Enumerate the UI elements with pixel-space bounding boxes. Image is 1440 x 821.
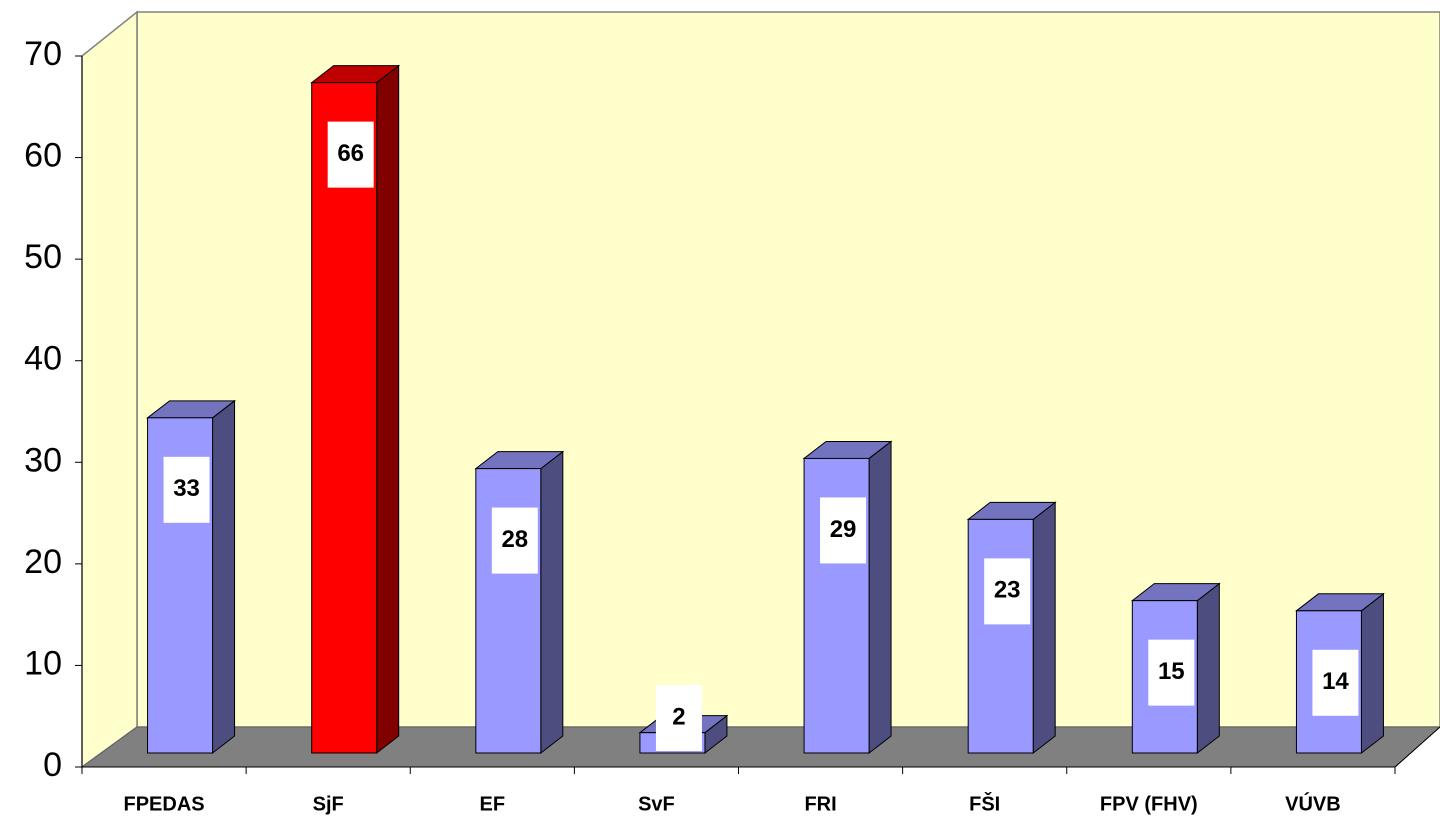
y-tick-label: 30 — [24, 441, 62, 479]
value-label: 15 — [1158, 658, 1185, 685]
x-tick-label: EF — [480, 793, 506, 815]
value-label: 29 — [830, 516, 857, 543]
y-tick-label: 0 — [43, 746, 62, 784]
y-tick-label: 20 — [24, 543, 62, 581]
x-tick-label: FRI — [804, 793, 836, 815]
value-label: 33 — [173, 475, 200, 502]
value-label-box — [327, 121, 374, 188]
y-tick-label: 60 — [24, 137, 62, 175]
bar-side — [1032, 501, 1056, 755]
value-label: 23 — [994, 577, 1021, 604]
x-tick-label: SjF — [313, 793, 344, 815]
x-tick-label: FŠI — [969, 791, 1000, 815]
value-label: 28 — [501, 526, 528, 553]
value-label-box — [984, 558, 1031, 625]
y-tick-label: 40 — [24, 340, 62, 378]
bar — [311, 82, 378, 754]
x-tick-label: FPEDAS — [124, 793, 205, 815]
value-label-box — [163, 456, 210, 523]
floor-edge — [1394, 726, 1440, 768]
bar — [967, 518, 1034, 754]
bar-side — [1360, 592, 1384, 755]
value-label-box — [820, 497, 867, 564]
value-label-box — [1312, 649, 1359, 716]
value-label-box — [491, 507, 538, 574]
bar-side — [212, 399, 236, 755]
value-label-box — [1148, 639, 1195, 706]
bar-side — [868, 440, 892, 755]
x-tick-label: VÚVB — [1285, 791, 1341, 815]
y-tick-label: 50 — [24, 238, 62, 276]
bar-side — [376, 64, 400, 755]
x-tick-label: SvF — [638, 793, 675, 815]
value-label: 14 — [1322, 668, 1349, 695]
value-label-box — [655, 685, 702, 751]
floor — [80, 726, 1440, 768]
x-tick-label: FPV (FHV) — [1100, 793, 1198, 815]
side-wall — [81, 10, 138, 769]
bar-side — [1196, 582, 1220, 755]
y-tick-label: 70 — [24, 35, 62, 73]
value-label: 66 — [337, 140, 364, 167]
y-tick-label: 10 — [24, 644, 62, 682]
bar-side — [540, 450, 564, 755]
value-label: 2 — [672, 703, 685, 730]
